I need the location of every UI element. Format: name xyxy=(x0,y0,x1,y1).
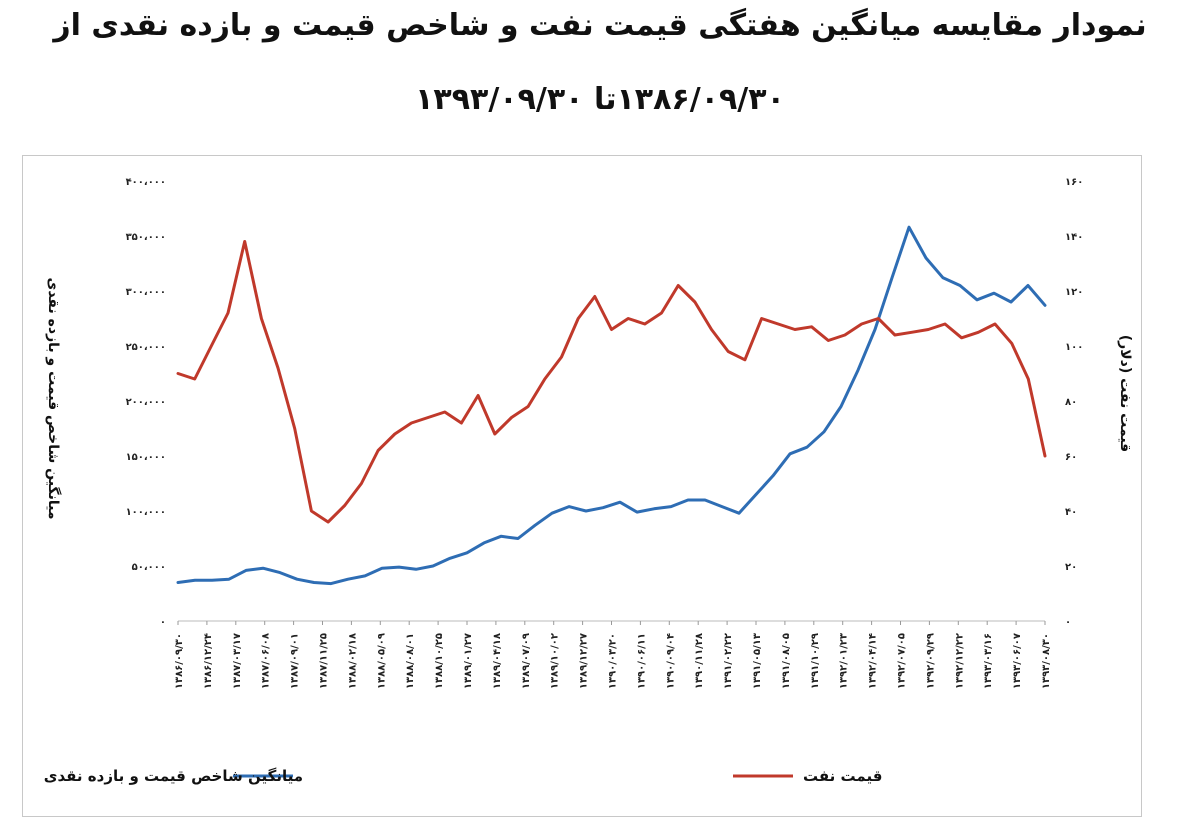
left-tick-label: ۵۰،۰۰۰ xyxy=(132,562,166,573)
left-axis-title: میانگین شاخص قیمت و بازده نقدی xyxy=(45,278,62,520)
right-tick-label: ۲۰ xyxy=(1065,562,1077,573)
x-tick-label: ۱۳۹۳/۰۶/۰۷ xyxy=(1012,633,1023,689)
x-tick-label: ۱۳۸۹/۰۷/۰۹ xyxy=(521,633,532,689)
x-tick-label: ۱۳۸۹/۱۲/۲۷ xyxy=(579,633,590,689)
left-tick-label: ۱۰۰،۰۰۰ xyxy=(126,507,166,518)
legend-label-index: میانگین شاخص قیمت و بازده نقدی xyxy=(44,767,303,785)
x-tick-label: ۱۳۸۸/۰۵/۰۹ xyxy=(376,633,387,689)
line-chart: ۰ ۵۰،۰۰۰ ۱۰۰،۰۰۰ ۱۵۰،۰۰۰ ۲۰۰،۰۰۰ ۲۵۰،۰۰۰ ۳۰۰،۰… xyxy=(44,177,1133,785)
x-tick-label: ۱۳۹۳/۰۳/۱۶ xyxy=(983,633,994,689)
right-tick-label: ۱۲۰ xyxy=(1065,287,1083,298)
chart-title-line-2: ۱۳۸۶/۰۹/۳۰تا ۱۳۹۳/۰۹/۳۰ xyxy=(415,82,785,117)
left-tick-label: ۴۰۰،۰۰۰ xyxy=(126,177,166,188)
x-axis: ۱۳۸۶/۰۹/۳۰ ۱۳۸۶/۱۲/۲۴ ۱۳۸۷/۰۳/۱۷ ۱۳۸۷/۰۶/۰۸… xyxy=(174,621,1052,689)
series-line-index xyxy=(176,225,1047,586)
x-tick-label: ۱۳۹۲/۰۴/۱۴ xyxy=(868,633,879,689)
right-tick-label: ۴۰ xyxy=(1065,507,1077,518)
right-tick-label: ۱۴۰ xyxy=(1065,232,1083,243)
left-axis: ۰ ۵۰،۰۰۰ ۱۰۰،۰۰۰ ۱۵۰،۰۰۰ ۲۰۰،۰۰۰ ۲۵۰،۰۰۰ ۳۰۰،۰… xyxy=(126,177,166,628)
right-tick-label: ۰ xyxy=(1065,617,1071,628)
x-tick-label: ۱۳۸۸/۱۰/۲۵ xyxy=(434,633,445,689)
legend-label-oil: قیمت نفت xyxy=(803,767,882,785)
x-tick-label: ۱۳۸۷/۰۳/۱۷ xyxy=(232,633,243,689)
x-tick-label: ۱۳۹۱/۰۵/۱۳ xyxy=(752,633,763,689)
x-tick-label: ۱۳۸۷/۰۶/۰۸ xyxy=(261,633,272,689)
x-tick-label: ۱۳۸۷/۱۱/۲۵ xyxy=(319,633,330,689)
x-tick-label: ۱۳۹۱/۰۸/۰۵ xyxy=(781,633,792,689)
right-axis: ۰ ۲۰ ۴۰ ۶۰ ۸۰ ۱۰۰ ۱۲۰ ۱۴۰ ۱۶۰ xyxy=(1065,177,1083,628)
x-tick-label: ۱۳۹۲/۰۹/۲۹ xyxy=(925,633,936,689)
chart-frame: ۰ ۵۰،۰۰۰ ۱۰۰،۰۰۰ ۱۵۰،۰۰۰ ۲۰۰،۰۰۰ ۲۵۰،۰۰۰ ۳۰۰،۰… xyxy=(22,155,1142,817)
right-tick-label: ۸۰ xyxy=(1065,397,1077,408)
series-line-oil xyxy=(176,240,1047,524)
left-tick-label: ۲۵۰،۰۰۰ xyxy=(126,342,166,353)
x-tick-label: ۱۳۸۹/۱۰/۰۲ xyxy=(550,633,561,689)
x-tick-label: ۱۳۸۶/۰۹/۳۰ xyxy=(174,633,185,689)
x-tick-label: ۱۳۸۸/۰۲/۱۸ xyxy=(347,633,358,689)
x-tick-label: ۱۳۹۰/۱۱/۲۸ xyxy=(694,633,705,689)
x-tick-label: ۱۳۹۱/۱۰/۲۹ xyxy=(810,633,821,689)
right-tick-label: ۶۰ xyxy=(1065,452,1077,463)
right-tick-label: ۱۶۰ xyxy=(1065,177,1083,188)
left-tick-label: ۱۵۰،۰۰۰ xyxy=(126,452,166,463)
series-group xyxy=(176,225,1047,586)
x-tick-label: ۱۳۹۱/۰۲/۲۲ xyxy=(723,633,734,689)
x-tick-label: ۱۳۹۰/۰۳/۲۰ xyxy=(608,633,619,689)
x-tick-label: ۱۳۹۲/۰۱/۲۳ xyxy=(839,633,850,689)
x-tick-label: ۱۳۹۰/۰۶/۱۱ xyxy=(636,633,647,689)
x-tick-label: ۱۳۸۷/۰۹/۰۱ xyxy=(290,633,301,689)
left-tick-label: ۰ xyxy=(160,617,166,628)
x-tick-label: ۱۳۸۹/۰۱/۲۷ xyxy=(463,633,474,689)
x-tick-label: ۱۳۸۹/۰۴/۱۸ xyxy=(492,633,503,689)
x-tick-label: ۱۳۹۲/۰۷/۰۵ xyxy=(897,633,908,689)
x-tick-label: ۱۳۹۰/۰۹/۰۴ xyxy=(665,633,676,689)
x-tick-label: ۱۳۸۸/۰۸/۰۱ xyxy=(405,633,416,689)
x-tick-label: ۱۳۹۳/۰۸/۳۰ xyxy=(1041,633,1052,689)
x-tick-label: ۱۳۹۲/۱۲/۲۲ xyxy=(954,633,965,689)
right-tick-label: ۱۰۰ xyxy=(1065,342,1083,353)
left-tick-label: ۳۰۰،۰۰۰ xyxy=(126,287,166,298)
x-tick-label: ۱۳۸۶/۱۲/۲۴ xyxy=(203,633,214,689)
left-tick-label: ۲۰۰،۰۰۰ xyxy=(126,397,166,408)
chart-title-line-1: نمودار مقایسه میانگین هفتگی قیمت نفت و ش… xyxy=(53,8,1147,43)
legend: میانگین شاخص قیمت و بازده نقدی قیمت نفت xyxy=(44,767,883,785)
right-axis-title: قیمت نفت (دلار) xyxy=(1117,335,1133,452)
left-tick-label: ۳۵۰،۰۰۰ xyxy=(126,232,166,243)
